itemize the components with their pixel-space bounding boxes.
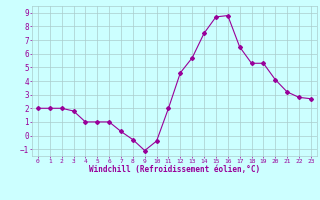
X-axis label: Windchill (Refroidissement éolien,°C): Windchill (Refroidissement éolien,°C): [89, 165, 260, 174]
